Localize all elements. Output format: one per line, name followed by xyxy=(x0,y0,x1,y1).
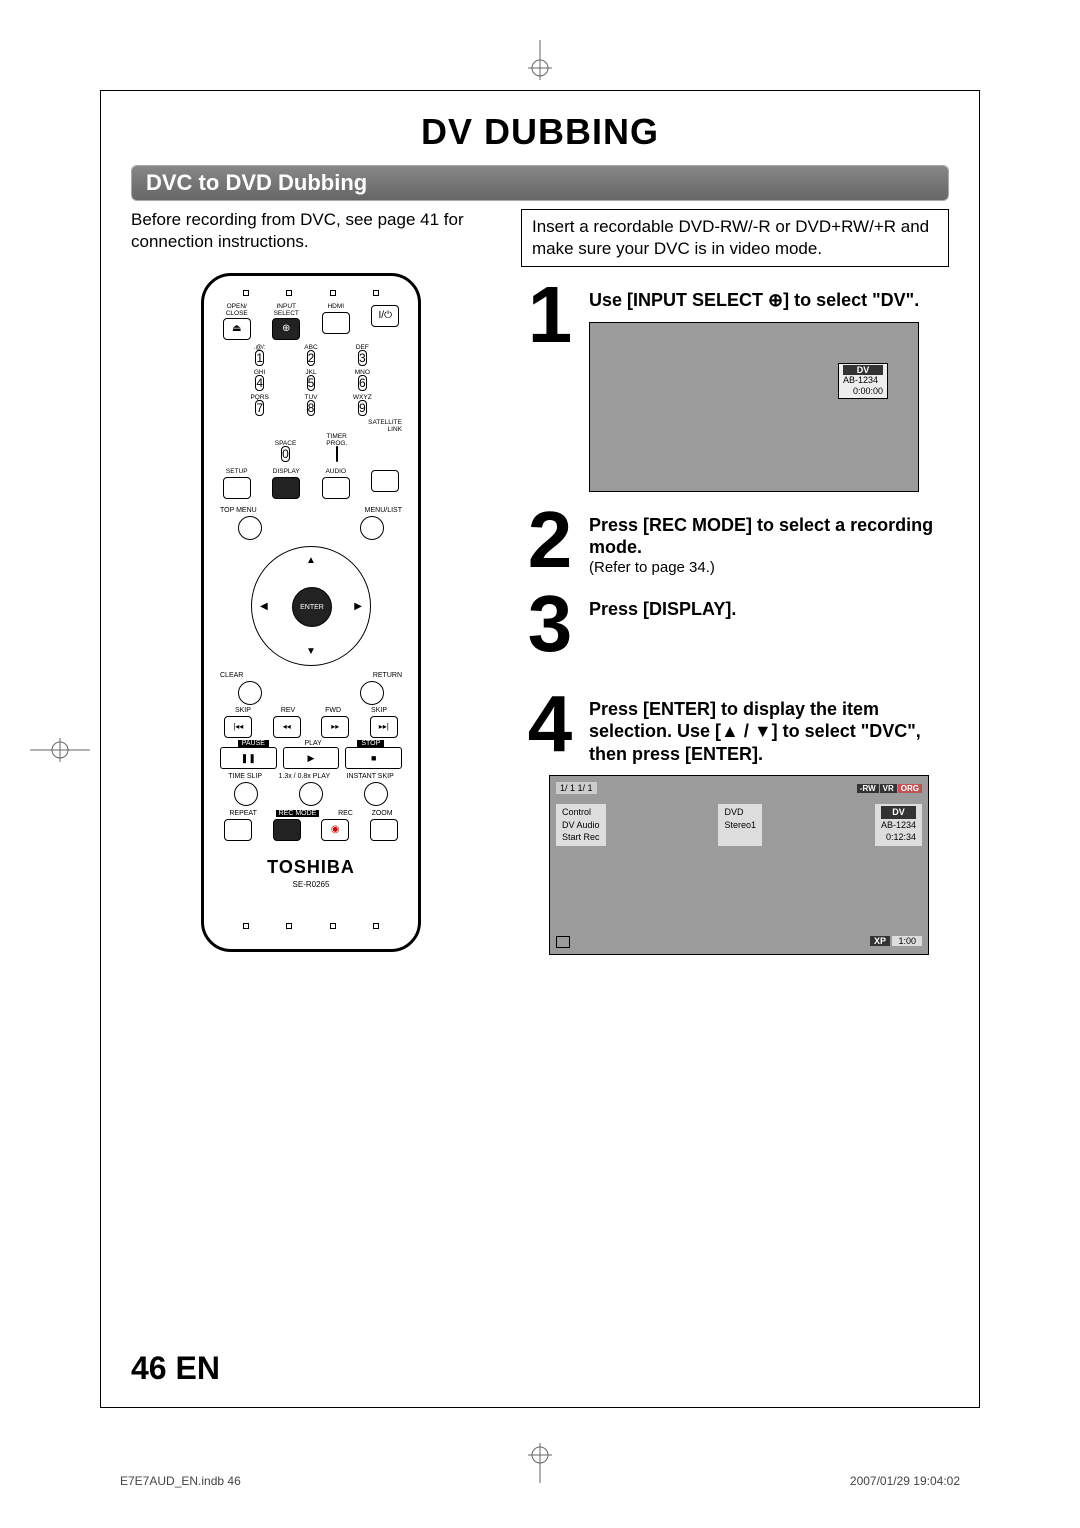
skip-button[interactable]: |◂◂ xyxy=(224,716,252,738)
step-4: 4 Press [ENTER] to display the item sele… xyxy=(521,694,949,956)
transport-button[interactable]: ❚❚ xyxy=(220,747,277,769)
clear-label: CLEAR xyxy=(220,672,243,679)
topmenu-button[interactable] xyxy=(238,516,262,540)
transport-button[interactable]: ▶ xyxy=(283,747,340,769)
timer-button[interactable] xyxy=(336,446,338,462)
clear-button[interactable] xyxy=(238,681,262,705)
zoom-button[interactable] xyxy=(370,819,398,841)
screen-preview-1: DV AB-1234 0:00:00 xyxy=(589,322,919,492)
remote-top-dots xyxy=(214,286,408,300)
step-title: Press [DISPLAY]. xyxy=(589,598,949,621)
osd-top-left: 1/ 1 1/ 1 xyxy=(556,782,597,794)
osd-badges: -RWVRORG xyxy=(856,783,922,793)
numpad-9[interactable]: 9 xyxy=(358,400,367,416)
timeslip-button[interactable] xyxy=(234,782,258,806)
remote-setup-row: SETUPDISPLAYAUDIO xyxy=(214,469,408,501)
brand-logo: TOSHIBA xyxy=(214,857,408,878)
step-title: Press [REC MODE] to select a recording m… xyxy=(589,514,949,559)
nav-right-icon[interactable]: ▶ xyxy=(354,601,362,612)
osd-mid-col: DVD Stereo1 xyxy=(718,804,762,846)
numpad-4[interactable]: 4 xyxy=(255,375,264,391)
step-title: Press [ENTER] to display the item select… xyxy=(589,698,949,766)
rec-button[interactable]: ◉ xyxy=(321,819,349,841)
section-heading: DVC to DVD Dubbing xyxy=(131,165,949,201)
nav-pad[interactable]: ▲ ▼ ◀ ▶ ENTER xyxy=(251,546,371,666)
step-number: 1 xyxy=(521,285,579,492)
numpad-7[interactable]: 7 xyxy=(255,400,264,416)
remote-top-button[interactable]: I/⏻ xyxy=(371,305,399,327)
step-title: Use [INPUT SELECT ⊕] to select "DV". xyxy=(589,289,949,312)
transport-button[interactable]: ■ xyxy=(345,747,402,769)
step-sub: (Refer to page 34.) xyxy=(589,559,949,576)
instant-skip-button[interactable] xyxy=(364,782,388,806)
speedplay-button[interactable] xyxy=(299,782,323,806)
step-number: 2 xyxy=(521,510,579,576)
return-label: RETURN xyxy=(373,672,402,679)
footer-meta: E7E7AUD_EN.indb 46 2007/01/29 19:04:02 xyxy=(120,1474,960,1488)
setup-row-button[interactable] xyxy=(371,470,399,492)
osd-right-col: DV AB-1234 0:12:34 xyxy=(875,804,922,846)
osd-dv-badge: DV xyxy=(843,365,883,376)
topmenu-label: TOP MENU xyxy=(220,507,257,514)
remote-bottom-dots xyxy=(214,919,408,933)
remote-top-button[interactable]: ⊕ xyxy=(272,318,300,340)
recmode-button[interactable] xyxy=(273,819,301,841)
nav-up-icon[interactable]: ▲ xyxy=(306,555,316,566)
note-box: Insert a recordable DVD-RW/-R or DVD+RW/… xyxy=(521,209,949,267)
menulist-button[interactable] xyxy=(360,516,384,540)
footer-timestamp: 2007/01/29 19:04:02 xyxy=(850,1474,960,1488)
skip-button[interactable]: ◂◂ xyxy=(273,716,301,738)
crop-mark-left xyxy=(30,720,90,785)
osd-left-col: Control DV Audio Start Rec xyxy=(556,804,606,846)
setup-row-button[interactable] xyxy=(272,477,300,499)
remote-top-button[interactable] xyxy=(322,312,350,334)
screen-preview-2: 1/ 1 1/ 1 -RWVRORG Control DV Audio Star… xyxy=(549,775,929,955)
osd-foot-right: XP 1:00 xyxy=(870,936,922,948)
page-title: DV DUBBING xyxy=(131,111,949,153)
intro-text: Before recording from DVC, see page 41 f… xyxy=(131,209,491,253)
crop-mark-top xyxy=(510,40,570,85)
footer-file: E7E7AUD_EN.indb 46 xyxy=(120,1474,241,1488)
skip-button[interactable]: ▸▸| xyxy=(370,716,398,738)
step-1: 1 Use [INPUT SELECT ⊕] to select "DV". D… xyxy=(521,285,949,492)
numpad-6[interactable]: 6 xyxy=(358,375,367,391)
page-frame: DV DUBBING DVC to DVD Dubbing Before rec… xyxy=(100,90,980,1408)
osd-overlay: DV AB-1234 0:00:00 xyxy=(838,363,888,399)
remote-control: OPEN/ CLOSE⏏INPUT SELECT⊕HDMII/⏻ .@/:1AB… xyxy=(201,273,421,952)
nav-down-icon[interactable]: ▼ xyxy=(306,646,316,657)
menulist-label: MENU/LIST xyxy=(365,507,402,514)
osd-foot-icon xyxy=(556,936,570,948)
skip-button[interactable]: ▸▸ xyxy=(321,716,349,738)
return-button[interactable] xyxy=(360,681,384,705)
osd-time: 0:00:00 xyxy=(843,386,883,396)
step-3: 3 Press [DISPLAY]. xyxy=(521,594,949,654)
osd-code: AB-1234 xyxy=(843,375,878,385)
enter-button[interactable]: ENTER xyxy=(292,587,332,627)
remote-top-row: OPEN/ CLOSE⏏INPUT SELECT⊕HDMII/⏻ xyxy=(214,304,408,340)
remote-numpad: .@/:1ABC2DEF3GHI4JKL5MNO6PQRS7TUV8WXYZ9 xyxy=(236,344,386,415)
repeat-button[interactable] xyxy=(224,819,252,841)
numpad-1[interactable]: 1 xyxy=(255,350,264,366)
satellite-link-label: SATELLITE LINK xyxy=(214,419,402,433)
numpad-3[interactable]: 3 xyxy=(358,350,367,366)
step-2: 2 Press [REC MODE] to select a recording… xyxy=(521,510,949,576)
page-number: 46 EN xyxy=(131,1350,220,1387)
setup-row-button[interactable] xyxy=(322,477,350,499)
step-number: 3 xyxy=(521,594,579,654)
setup-row-button[interactable] xyxy=(223,477,251,499)
model-number: SE-R0265 xyxy=(214,880,408,889)
zero-button[interactable]: 0 xyxy=(281,446,290,462)
nav-left-icon[interactable]: ◀ xyxy=(260,601,268,612)
numpad-5[interactable]: 5 xyxy=(307,375,316,391)
remote-top-button[interactable]: ⏏ xyxy=(223,318,251,340)
timer-label: TIMER PROG. xyxy=(326,433,347,447)
numpad-8[interactable]: 8 xyxy=(307,400,316,416)
numpad-2[interactable]: 2 xyxy=(307,350,316,366)
